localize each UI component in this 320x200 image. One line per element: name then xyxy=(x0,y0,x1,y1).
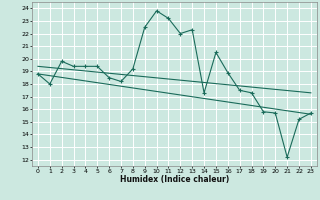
X-axis label: Humidex (Indice chaleur): Humidex (Indice chaleur) xyxy=(120,175,229,184)
